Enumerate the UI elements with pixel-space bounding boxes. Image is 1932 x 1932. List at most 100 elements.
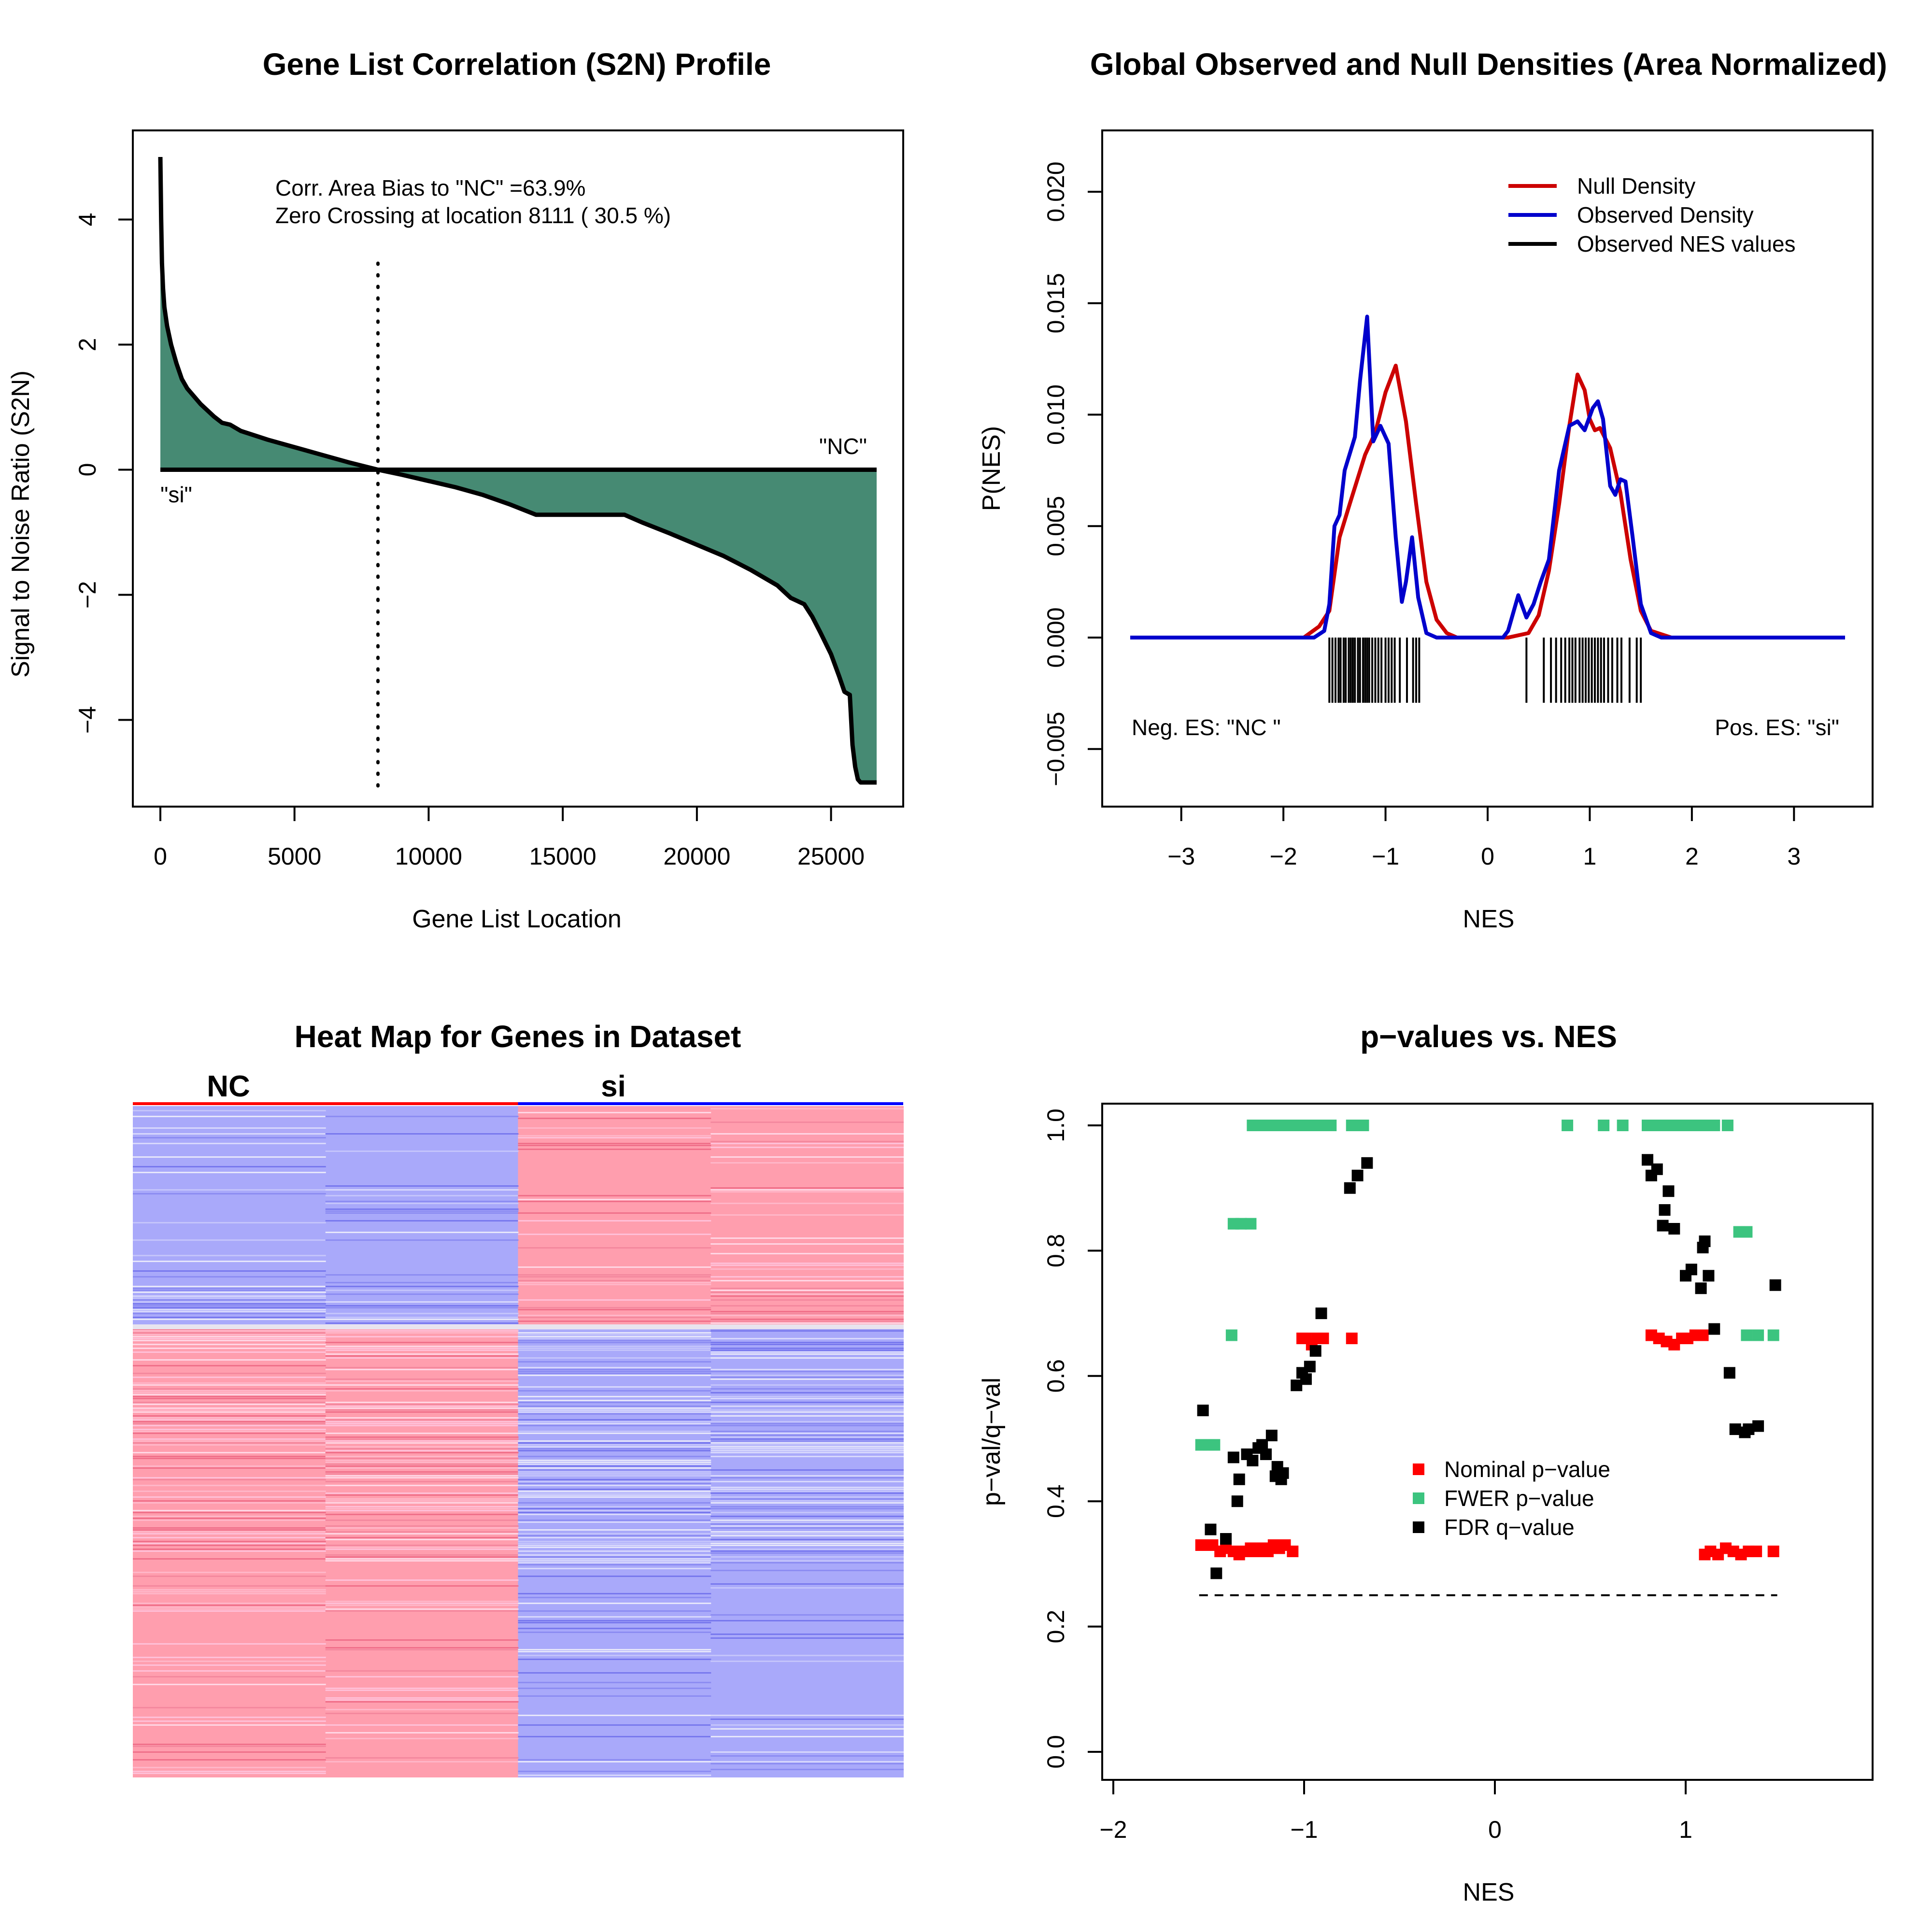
heatmap-stripe bbox=[133, 1548, 326, 1550]
fwer-pvalue-point bbox=[1598, 1120, 1610, 1131]
heatmap-stripe bbox=[518, 1419, 711, 1421]
nominal-pvalue-point bbox=[1750, 1545, 1762, 1557]
heatmap-stripe bbox=[133, 1390, 326, 1392]
heatmap-stripe bbox=[518, 1342, 711, 1343]
heatmap-stripe bbox=[325, 1353, 519, 1355]
heatmap-stripe bbox=[518, 1195, 711, 1196]
heatmap-stripe bbox=[325, 1446, 519, 1448]
heatmap-stripe bbox=[133, 1433, 326, 1434]
heatmap-stripe bbox=[518, 1512, 711, 1513]
heatmap-stripe bbox=[325, 1757, 519, 1759]
heatmap-stripe bbox=[133, 1255, 326, 1256]
fwer-pvalue-point bbox=[1225, 1329, 1237, 1341]
heatmap-stripe bbox=[325, 1220, 519, 1222]
heatmap-stripe bbox=[325, 1133, 519, 1135]
s2n-xlabel: Gene List Location bbox=[412, 905, 622, 933]
fdr-qvalue-point bbox=[1220, 1533, 1232, 1545]
observed-density-line bbox=[1130, 314, 1845, 639]
heatmap-stripe bbox=[133, 1116, 326, 1117]
heatmap-stripe bbox=[518, 1556, 711, 1558]
heatmap-stripe bbox=[325, 1203, 519, 1204]
heatmap-stripe bbox=[325, 1348, 519, 1349]
heatmap-stripe bbox=[710, 1290, 904, 1291]
heatmap-stripe bbox=[710, 1237, 904, 1239]
heatmap-stripe bbox=[518, 1533, 711, 1534]
heatmap-stripe bbox=[133, 1502, 326, 1504]
heatmap-stripe bbox=[325, 1713, 519, 1714]
heatmap-stripe bbox=[325, 1548, 519, 1550]
heatmap-stripe bbox=[133, 1664, 326, 1666]
heatmap-stripe bbox=[710, 1315, 904, 1316]
density-x-tick-label: 0 bbox=[1481, 843, 1494, 870]
heatmap-stripe bbox=[325, 1508, 519, 1509]
heatmap-stripe bbox=[710, 1525, 904, 1527]
fdr-qvalue-point bbox=[1304, 1361, 1316, 1373]
s2n-x-tick-label: 5000 bbox=[268, 843, 321, 870]
heatmap-stripe bbox=[710, 1369, 904, 1370]
fdr-qvalue-point bbox=[1657, 1220, 1669, 1232]
heatmap-stripe bbox=[325, 1388, 519, 1390]
heatmap-stripe bbox=[133, 1533, 326, 1534]
heatmap-stripe bbox=[133, 1558, 326, 1560]
heatmap-stripe bbox=[325, 1417, 519, 1419]
heatmap-stripe bbox=[710, 1342, 904, 1343]
fdr-qvalue-point bbox=[1668, 1223, 1680, 1235]
heatmap-stripe bbox=[325, 1601, 519, 1602]
heatmap-stripe bbox=[710, 1147, 904, 1148]
heatmap-stripe bbox=[518, 1299, 711, 1301]
heatmap-stripe bbox=[325, 1350, 519, 1351]
pvalues-x-tick-label: 0 bbox=[1488, 1816, 1502, 1843]
s2n-ylabel: Signal to Noise Ratio (S2N) bbox=[7, 370, 35, 678]
fwer-pvalue-point bbox=[1721, 1120, 1733, 1131]
null-density-line bbox=[1130, 363, 1845, 639]
fwer-pvalue-point bbox=[1708, 1120, 1720, 1131]
heatmap-stripe bbox=[325, 1647, 519, 1648]
heatmap-stripe bbox=[518, 1672, 711, 1674]
heatmap-stripe bbox=[325, 1208, 519, 1210]
heatmap-stripe bbox=[133, 1409, 326, 1411]
heatmap-stripe bbox=[518, 1462, 711, 1463]
heatmap-stripe bbox=[518, 1324, 711, 1329]
heatmap-stripe bbox=[133, 1313, 326, 1314]
heatmap-stripe bbox=[325, 1195, 519, 1196]
heatmap-stripe bbox=[518, 1317, 711, 1318]
heatmap-stripe bbox=[325, 1201, 519, 1202]
heatmap-stripe bbox=[518, 1506, 711, 1507]
heatmap-stripe bbox=[518, 1334, 711, 1335]
heatmap-stripe bbox=[325, 1463, 519, 1465]
heatmap-stripe bbox=[133, 1336, 326, 1337]
heatmap-stripe bbox=[710, 1353, 904, 1355]
heatmap-stripe bbox=[518, 1550, 711, 1552]
heatmap-stripe bbox=[133, 1529, 326, 1531]
heatmap-stripe bbox=[710, 1487, 904, 1488]
heatmap-stripe bbox=[710, 1253, 904, 1254]
heatmap-stripe bbox=[518, 1491, 711, 1492]
heatmap-stripe bbox=[133, 1402, 326, 1403]
legend-key-fwer bbox=[1413, 1492, 1424, 1504]
heatmap-stripe bbox=[710, 1378, 904, 1380]
heatmap-stripe bbox=[133, 1440, 326, 1442]
heatmap-stripe bbox=[518, 1529, 711, 1531]
heatmap-stripe bbox=[133, 1610, 326, 1612]
heatmap-stripe bbox=[710, 1276, 904, 1278]
heatmap-stripe bbox=[325, 1554, 519, 1556]
heatmap-stripe bbox=[518, 1496, 711, 1498]
heatmap-stripe bbox=[133, 1585, 326, 1587]
heatmap-stripe bbox=[325, 1282, 519, 1283]
heatmap-stripe bbox=[325, 1462, 519, 1463]
pvalues-ylabel: p−val/q−val bbox=[978, 1378, 1006, 1506]
heatmap-stripe bbox=[710, 1268, 904, 1270]
heatmap-stripe bbox=[325, 1293, 519, 1295]
legend-key-fdr bbox=[1413, 1521, 1424, 1533]
heatmap-stripe bbox=[325, 1481, 519, 1482]
heatmap-stripe bbox=[710, 1409, 904, 1411]
heatmap-stripe bbox=[518, 1276, 711, 1278]
heatmap-stripe bbox=[518, 1390, 711, 1392]
fdr-qvalue-point bbox=[1695, 1282, 1707, 1294]
heatmap-stripe bbox=[710, 1448, 904, 1449]
heatmap-stripe bbox=[325, 1732, 519, 1733]
heatmap-stripe bbox=[518, 1537, 711, 1538]
heatmap-stripe bbox=[325, 1639, 519, 1641]
fdr-qvalue-point bbox=[1197, 1405, 1209, 1417]
heatmap-stripe bbox=[133, 1477, 326, 1478]
